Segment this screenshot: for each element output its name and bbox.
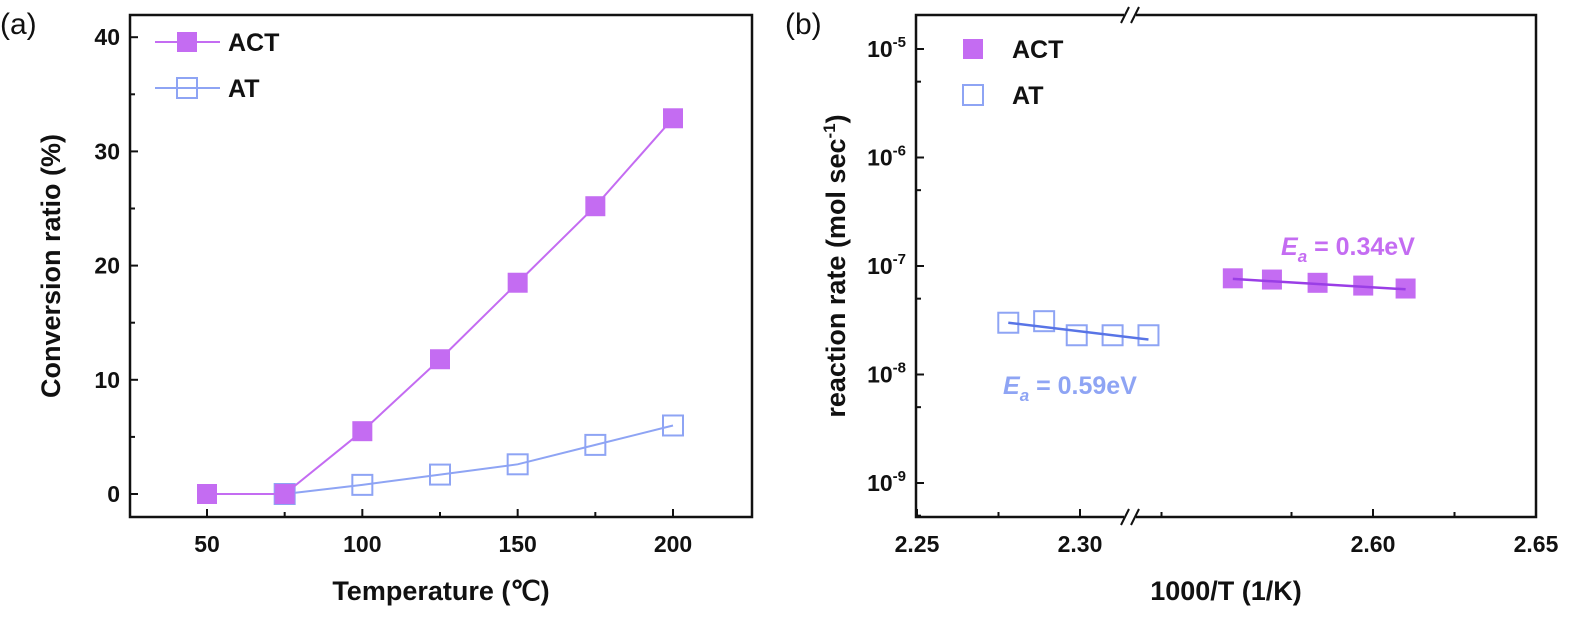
plot-frame <box>128 13 754 519</box>
y-tick-label: 10-7 <box>867 251 906 279</box>
x-tick-label: 2.30 <box>1058 531 1103 557</box>
data-point-act <box>663 108 683 129</box>
data-point-act <box>197 484 217 504</box>
axis-break-mark <box>1120 508 1130 526</box>
legend-label: ACT <box>228 29 279 57</box>
data-point-at <box>584 433 607 456</box>
data-point-act <box>1261 269 1282 290</box>
y-label-main: reaction rate (mol sec <box>821 139 851 418</box>
data-point-at <box>351 473 374 496</box>
x-tick-label: 2.60 <box>1351 531 1396 557</box>
y-tick-label: 0 <box>107 481 120 507</box>
legend-marker <box>176 77 198 99</box>
legend-label: AT <box>228 75 259 103</box>
data-point-act <box>507 272 528 293</box>
y-label-end: ) <box>821 114 851 123</box>
y-label-sup: -1 <box>820 123 839 138</box>
plot-frame <box>914 13 1538 519</box>
panel-label-a: (a) <box>0 8 37 41</box>
y-tick-label: 10 <box>94 367 120 393</box>
data-point-act <box>274 484 295 504</box>
data-point-at <box>506 453 529 476</box>
x-tick-label: 2.65 <box>1514 531 1559 557</box>
legend-label: AT <box>1012 82 1043 110</box>
data-point-at <box>1065 324 1088 347</box>
x-tick-label: 150 <box>498 531 536 557</box>
x-axis-label-b: 1000/T (1/K) <box>1150 576 1302 606</box>
data-point-at <box>662 414 684 437</box>
legend-marker <box>177 32 197 52</box>
x-tick-label: 2.25 <box>895 531 940 557</box>
axis-break-mark <box>1120 6 1130 24</box>
data-point-act <box>585 196 606 217</box>
chart-b: 2.25 2.30 2.60 2.65 10-5 10-6 10-7 10-8 10-9 ACT A… <box>867 6 1559 557</box>
x-tick-label: 50 <box>194 531 220 557</box>
fit-line-at <box>1008 321 1149 341</box>
y-tick-label: 10-5 <box>867 34 906 62</box>
y-tick-label: 10-9 <box>867 468 906 496</box>
chart-a: 50 100 150 200 0 10 20 30 40 ACT AT <box>94 13 754 557</box>
y-axis-label-b: reaction rate (mol sec-1) <box>820 114 851 417</box>
legend-marker <box>963 39 983 59</box>
y-tick-label: 10-6 <box>867 143 906 171</box>
fit-line-act <box>1232 277 1406 291</box>
axis-break-mark <box>1130 508 1140 526</box>
legend-label: ACT <box>1012 36 1063 64</box>
x-tick-label: 200 <box>654 531 692 557</box>
data-point-at <box>1137 324 1160 347</box>
data-point-act <box>352 421 373 442</box>
panel-label-b: (b) <box>785 8 822 41</box>
x-tick-label: 100 <box>343 531 381 557</box>
data-point-act <box>430 349 450 370</box>
legend-marker <box>962 84 984 106</box>
y-tick-label: 10-8 <box>867 360 906 388</box>
series-line-at <box>284 424 674 495</box>
y-tick-label: 40 <box>94 24 120 50</box>
activation-energy-label: Ea = 0.34eV <box>1281 233 1415 266</box>
data-point-at <box>429 463 451 486</box>
axis-break-mark <box>1130 6 1140 24</box>
y-axis-label-a: Conversion ratio (%) <box>36 134 66 398</box>
y-tick-label: 20 <box>94 253 120 279</box>
data-point-at <box>1033 310 1056 333</box>
activation-energy-label: Ea = 0.59eV <box>1003 372 1137 405</box>
x-axis-label-a: Temperature (℃) <box>332 576 549 606</box>
data-point-act <box>1222 268 1243 289</box>
y-tick-label: 30 <box>94 138 120 164</box>
